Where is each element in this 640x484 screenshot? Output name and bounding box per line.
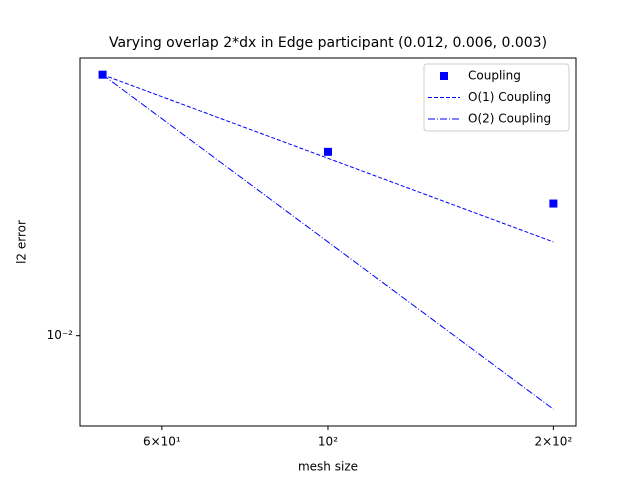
marker [549, 199, 558, 208]
line [102, 74, 554, 243]
legend-label: O(2) Coupling [468, 112, 551, 126]
legend-label: O(1) Coupling [468, 90, 551, 104]
legend-box [423, 63, 570, 132]
legend-label: Coupling [468, 69, 521, 83]
x-tick-label: 2×10² [534, 435, 572, 449]
x-tick-label: 10² [318, 435, 338, 449]
y-tick-label: 10⁻² [47, 328, 74, 342]
y-axis-label: l2 error [15, 220, 29, 264]
line [102, 74, 554, 410]
x-axis-label: mesh size [298, 460, 358, 474]
x-tick-label: 6×10¹ [143, 435, 181, 449]
legend-marker [440, 72, 448, 80]
chart-title: Varying overlap 2*dx in Edge participant… [109, 35, 547, 51]
marker [323, 147, 332, 156]
